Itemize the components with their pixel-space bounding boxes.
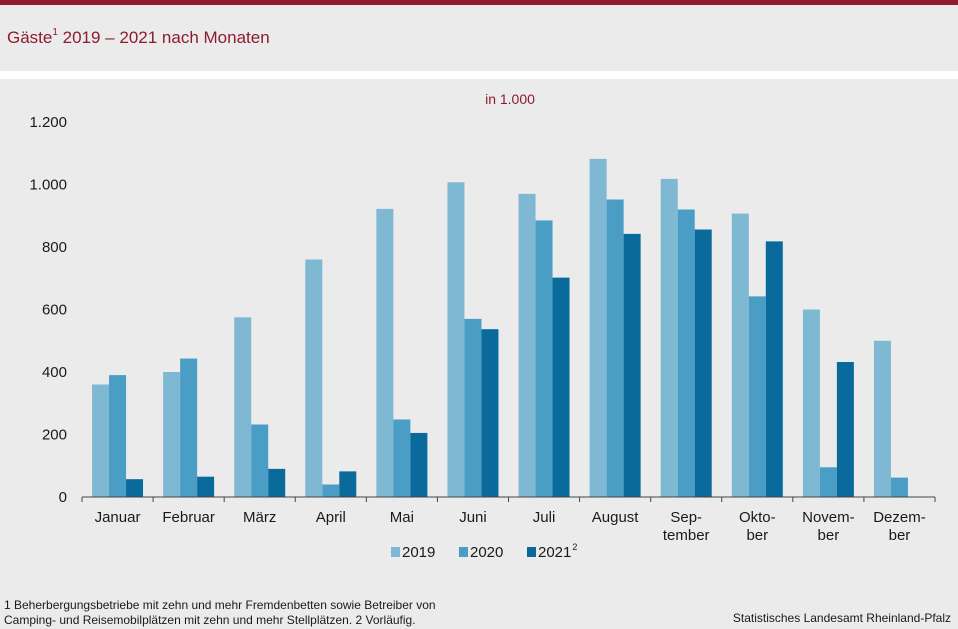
bar-2019-8 — [660, 178, 678, 497]
bar-2019-7 — [589, 158, 607, 497]
x-tick-label: ber — [889, 527, 911, 544]
source-credit: Statistisches Landesamt Rheinland-Pfalz — [732, 611, 951, 625]
legend-swatch-2019 — [391, 547, 400, 557]
x-tick-label: ber — [746, 527, 768, 544]
legend-label-2021: 2021 — [538, 544, 571, 561]
bar-2019-2 — [234, 317, 252, 497]
title-text-rest: 2019 – 2021 nach Monaten — [57, 28, 270, 47]
footnote-line-1: 1 Beherbergungsbetriebe mit zehn und meh… — [4, 598, 436, 612]
bar-2020-3 — [322, 484, 340, 497]
bar-2020-4 — [393, 419, 411, 497]
x-axis-ticks — [81, 497, 936, 502]
bar-2020-11 — [890, 477, 908, 497]
x-tick-label: ber — [818, 527, 840, 544]
unit-label: in 1.000 — [485, 91, 535, 107]
y-tick-label: 0 — [59, 489, 67, 506]
x-tick-label: August — [592, 509, 640, 526]
bar-2020-10 — [819, 467, 837, 497]
bar-2021-2 — [268, 468, 286, 497]
bar-2019-9 — [731, 213, 749, 497]
footnote-line-2: Camping- und Reisemobilplätzen mit zehn … — [4, 613, 416, 627]
bar-2019-4 — [376, 208, 394, 497]
bar-2019-10 — [802, 309, 820, 497]
legend-swatch-2021 — [527, 547, 536, 557]
x-tick-label: Sep- — [670, 509, 702, 526]
y-tick-label: 1.000 — [29, 177, 67, 194]
bar-2021-5 — [481, 329, 499, 497]
title-text: Gäste — [7, 28, 53, 47]
bar-2021-1 — [197, 476, 215, 497]
x-tick-label: Juli — [533, 509, 556, 526]
bar-2019-6 — [518, 193, 536, 497]
x-tick-label: Novem- — [802, 509, 855, 526]
bars-group — [92, 158, 908, 497]
bar-2020-1 — [180, 358, 198, 497]
y-tick-label: 600 — [42, 302, 67, 319]
bar-2020-9 — [748, 296, 766, 497]
bar-2020-6 — [535, 220, 553, 497]
footnote: 1 Beherbergungsbetriebe mit zehn und meh… — [4, 598, 524, 628]
bar-2019-5 — [447, 182, 465, 497]
bar-2020-8 — [677, 209, 695, 497]
bar-2020-2 — [251, 424, 269, 497]
bar-2021-4 — [410, 432, 428, 497]
top-accent-bar — [0, 0, 958, 5]
x-tick-label: Juni — [459, 509, 487, 526]
legend-label-2020: 2020 — [470, 544, 503, 561]
bar-2020-0 — [109, 375, 127, 497]
bar-2021-0 — [126, 479, 144, 497]
x-axis-labels: Januar Februar März April Mai Juni Juli August S… — [95, 509, 926, 544]
separator-strip — [0, 71, 958, 79]
bar-2020-5 — [464, 318, 482, 497]
y-tick-label: 400 — [42, 364, 67, 381]
x-tick-label: Mai — [390, 509, 414, 526]
bar-2021-3 — [339, 471, 357, 497]
bar-2020-7 — [606, 199, 624, 497]
y-tick-label: 200 — [42, 427, 67, 444]
title-band — [0, 5, 958, 71]
legend-label-2019: 2019 — [402, 544, 435, 561]
x-tick-label: tember — [663, 527, 710, 544]
chart-title: Gäste1 2019 – 2021 nach Monaten — [7, 27, 270, 48]
x-tick-label: Okto- — [739, 509, 776, 526]
x-tick-label: April — [316, 509, 346, 526]
legend-footnote-marker: 2 — [572, 542, 577, 552]
bar-2021-6 — [552, 277, 570, 497]
bar-2021-10 — [836, 362, 854, 497]
y-axis: 0 200 400 600 800 1.000 1.200 — [29, 114, 67, 506]
bar-2019-3 — [305, 259, 323, 497]
bar-2019-1 — [163, 372, 181, 497]
title-footnote-marker: 1 — [52, 27, 58, 39]
bar-2021-8 — [694, 229, 712, 497]
y-tick-label: 800 — [42, 239, 67, 256]
bar-2019-11 — [873, 340, 891, 497]
legend-swatch-2020 — [459, 547, 468, 557]
x-tick-label: Februar — [162, 509, 215, 526]
y-tick-label: 1.200 — [29, 114, 67, 131]
x-tick-label: Dezem- — [873, 509, 926, 526]
x-tick-label: Januar — [95, 509, 141, 526]
bar-2019-0 — [92, 384, 110, 497]
bar-2021-9 — [765, 241, 783, 497]
x-tick-label: März — [243, 509, 276, 526]
bar-2021-7 — [623, 233, 641, 497]
legend: 2019 2020 2021 2 — [391, 542, 577, 561]
